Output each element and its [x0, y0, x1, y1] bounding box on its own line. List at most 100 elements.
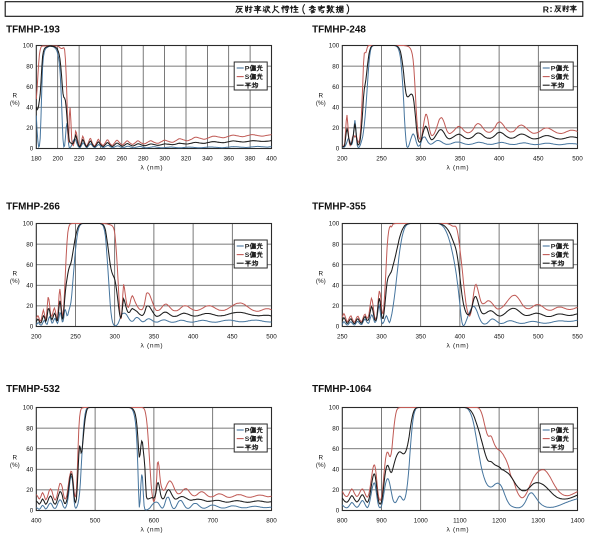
svg-text:450: 450: [227, 334, 238, 341]
svg-text:60: 60: [332, 446, 340, 453]
svg-text:TFMHP-1064: TFMHP-1064: [312, 384, 372, 395]
svg-text:200: 200: [31, 334, 42, 341]
svg-text:400: 400: [455, 334, 466, 341]
svg-text:80: 80: [26, 425, 34, 432]
svg-text:100: 100: [23, 221, 34, 228]
svg-text:400: 400: [188, 334, 199, 341]
svg-text:0: 0: [336, 324, 340, 331]
svg-text:20: 20: [332, 125, 340, 132]
svg-text:250: 250: [337, 334, 348, 341]
svg-text:550: 550: [572, 334, 583, 341]
svg-text:S: S: [245, 74, 250, 81]
svg-text:20: 20: [26, 125, 34, 132]
svg-text:P: P: [551, 65, 556, 72]
svg-text:500: 500: [533, 334, 544, 341]
svg-text:40: 40: [332, 467, 340, 474]
svg-text:R: R: [543, 4, 550, 14]
svg-text:200: 200: [52, 156, 63, 163]
svg-text:900: 900: [376, 518, 387, 525]
svg-text:TFMHP-193: TFMHP-193: [6, 24, 60, 35]
svg-text:400: 400: [266, 156, 277, 163]
svg-text:100: 100: [329, 221, 340, 228]
svg-text:1000: 1000: [414, 518, 429, 525]
svg-text:80: 80: [332, 241, 340, 248]
svg-text:400: 400: [494, 156, 505, 163]
svg-text:100: 100: [329, 43, 340, 50]
svg-text:40: 40: [26, 467, 34, 474]
svg-text:1300: 1300: [531, 518, 546, 525]
svg-text:40: 40: [26, 105, 34, 112]
svg-text:TFMHP-532: TFMHP-532: [6, 384, 60, 395]
svg-text:0: 0: [30, 324, 34, 331]
svg-text:380: 380: [245, 156, 256, 163]
svg-text:340: 340: [202, 156, 213, 163]
svg-text:S: S: [245, 436, 250, 443]
svg-text:λ (nm): λ (nm): [446, 165, 469, 172]
svg-text:(%): (%): [10, 278, 20, 285]
svg-text:λ (nm): λ (nm): [446, 527, 469, 534]
svg-text:100: 100: [329, 405, 340, 412]
svg-text:800: 800: [266, 518, 277, 525]
svg-text:320: 320: [181, 156, 192, 163]
svg-text:S: S: [551, 74, 556, 81]
svg-text:20: 20: [332, 487, 340, 494]
svg-text:450: 450: [494, 334, 505, 341]
svg-text:TFMHP-355: TFMHP-355: [312, 202, 366, 213]
svg-text:350: 350: [415, 334, 426, 341]
svg-text:80: 80: [332, 425, 340, 432]
svg-text:60: 60: [26, 446, 34, 453]
svg-text:0: 0: [30, 146, 34, 153]
svg-text:260: 260: [117, 156, 128, 163]
svg-text:0: 0: [30, 508, 34, 515]
svg-text:280: 280: [138, 156, 149, 163]
svg-text:60: 60: [26, 262, 34, 269]
svg-text:300: 300: [376, 334, 387, 341]
svg-text:1100: 1100: [453, 518, 467, 525]
svg-text:0: 0: [336, 508, 340, 515]
svg-text:80: 80: [26, 63, 34, 70]
svg-text:(%): (%): [10, 462, 20, 469]
svg-text:500: 500: [90, 518, 101, 525]
svg-text:P: P: [245, 243, 250, 250]
svg-text:S: S: [551, 436, 556, 443]
svg-text:R: R: [13, 455, 18, 462]
svg-text:350: 350: [455, 156, 466, 163]
svg-text:20: 20: [332, 303, 340, 310]
svg-text:P: P: [245, 427, 250, 434]
svg-text:R: R: [13, 271, 18, 278]
svg-text:100: 100: [23, 405, 34, 412]
svg-text:240: 240: [95, 156, 106, 163]
svg-text:TFMHP-266: TFMHP-266: [6, 202, 60, 213]
svg-text:P: P: [551, 243, 556, 250]
svg-text:180: 180: [31, 156, 42, 163]
svg-text:40: 40: [332, 283, 340, 290]
svg-text:100: 100: [23, 43, 34, 50]
svg-text:300: 300: [159, 156, 170, 163]
svg-text:450: 450: [533, 156, 544, 163]
svg-text:TFMHP-248: TFMHP-248: [312, 24, 366, 35]
svg-text:360: 360: [223, 156, 234, 163]
svg-text:R: R: [13, 93, 18, 100]
svg-text:250: 250: [70, 334, 81, 341]
svg-text:700: 700: [207, 518, 218, 525]
svg-text:300: 300: [109, 334, 120, 341]
svg-text:220: 220: [74, 156, 85, 163]
svg-text:0: 0: [336, 146, 340, 153]
svg-text:(%): (%): [316, 462, 326, 469]
svg-text:250: 250: [376, 156, 387, 163]
svg-text:λ (nm): λ (nm): [140, 343, 163, 350]
svg-text:200: 200: [337, 156, 348, 163]
svg-text:20: 20: [26, 487, 34, 494]
svg-text:800: 800: [337, 518, 348, 525]
svg-text:λ (nm): λ (nm): [140, 165, 163, 172]
svg-text:400: 400: [31, 518, 42, 525]
svg-text:40: 40: [332, 105, 340, 112]
svg-text:P: P: [551, 427, 556, 434]
svg-text:40: 40: [26, 283, 34, 290]
svg-text:S: S: [245, 252, 250, 259]
svg-text:R: R: [319, 271, 324, 278]
svg-text:60: 60: [332, 84, 340, 91]
svg-text:20: 20: [26, 303, 34, 310]
svg-text:80: 80: [332, 63, 340, 70]
svg-text:S: S: [551, 252, 556, 259]
